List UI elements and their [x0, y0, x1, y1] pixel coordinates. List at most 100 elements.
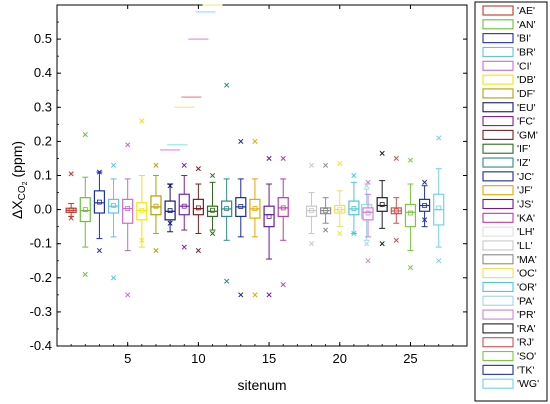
x-tick-label: 20 [333, 351, 347, 366]
outlier [280, 155, 286, 162]
legend-item: 'DB' [482, 74, 536, 86]
box-js [263, 155, 275, 298]
box-body [192, 198, 204, 216]
legend-label: 'EU' [517, 102, 536, 114]
box-mean [351, 206, 357, 211]
outlier [379, 150, 385, 156]
outlier [407, 265, 414, 271]
y-axis-title-unit: (ppm) [9, 141, 25, 181]
outlier [209, 172, 216, 179]
box-ci [122, 142, 134, 298]
legend-swatch [482, 143, 514, 154]
legend-swatch [482, 129, 514, 140]
series-marks [65, 4, 445, 298]
box-body [79, 197, 91, 223]
outlier [195, 166, 201, 172]
legend-swatch [482, 226, 514, 237]
outlier [153, 247, 159, 254]
legend-item: 'AN' [482, 19, 536, 31]
legend-swatch [482, 309, 514, 320]
box-body [93, 190, 106, 214]
y-axis: -0.4 -0.3 -0.2 -0.1 0.0 0.1 0.2 0.3 0.4 0.5 [30, 4, 467, 353]
legend-item: 'KA' [482, 212, 535, 224]
outlier [238, 138, 244, 144]
outlier [266, 292, 272, 298]
x-tick-label: 15 [262, 351, 276, 366]
box-br [107, 162, 120, 281]
box-an [79, 132, 91, 277]
box-mean [97, 199, 102, 205]
box-body [136, 202, 148, 221]
box-body [362, 207, 374, 221]
outlier [436, 258, 442, 264]
legend-label: 'RJ' [517, 337, 534, 349]
legend-item: 'RA' [482, 323, 536, 335]
y-axis-title-main: ΔX [9, 200, 25, 219]
legend-item: 'DF' [482, 88, 535, 100]
legend-item: 'IF' [482, 143, 530, 155]
y-axis-title-sub: CO [17, 185, 28, 200]
legend-label: 'AN' [517, 19, 536, 31]
legend-swatch [482, 240, 514, 251]
box-bi [93, 169, 106, 254]
legend-swatch [482, 295, 514, 306]
legend-swatch [482, 5, 514, 16]
x-tick-label: 5 [124, 351, 131, 366]
legend-item: 'PA' [482, 295, 534, 307]
legend-item: 'OC' [482, 268, 537, 280]
box-mean [309, 208, 314, 214]
outlier [364, 183, 370, 189]
legend-label: 'PR' [517, 309, 536, 321]
outlier [181, 244, 187, 250]
legend-item: 'GM' [482, 129, 538, 141]
box-body [164, 200, 176, 221]
outlier [351, 230, 357, 237]
outlier [351, 172, 357, 179]
y-tick-label: -0.1 [30, 236, 52, 251]
outlier [436, 135, 442, 141]
legend-item: 'JF' [482, 185, 533, 197]
outlier [125, 292, 131, 298]
box-mean [181, 203, 187, 209]
outlier [125, 142, 131, 148]
legend-swatch [482, 102, 514, 113]
outlier [82, 132, 88, 138]
y-tick-label: 0.0 [34, 202, 52, 217]
outlier [323, 227, 329, 233]
legend-item: 'WG' [482, 378, 539, 390]
y-tick-label: 0.4 [34, 65, 52, 80]
box-body [122, 198, 134, 224]
outlier [252, 138, 258, 144]
legend-swatch [482, 323, 514, 334]
legend-label: 'OR' [517, 281, 537, 293]
legend-swatch [482, 281, 514, 292]
plot-frame [56, 4, 468, 347]
box-mean [153, 203, 159, 209]
legend-label: 'OC' [517, 268, 537, 280]
box-fc [178, 162, 190, 250]
box-mean [252, 206, 258, 211]
outlier [68, 215, 74, 221]
legend-label: 'RA' [517, 323, 536, 335]
box-or [348, 172, 360, 237]
box-body [150, 195, 162, 216]
outlier [407, 157, 414, 163]
legend-swatch [482, 157, 514, 168]
outlier [96, 247, 102, 254]
box-ll [305, 162, 318, 247]
legend-item: 'BI' [482, 33, 531, 45]
box-df [150, 162, 162, 254]
legend-swatch [482, 33, 514, 44]
outlier [422, 179, 428, 185]
legend-label: 'IZ' [517, 157, 530, 169]
y-axis-title: ΔXCO2 (ppm) [9, 141, 29, 219]
outlier [110, 275, 117, 281]
outlier [365, 258, 371, 264]
y-tick-label: 0.5 [34, 31, 52, 46]
box-jf [249, 138, 261, 298]
box-pr [362, 179, 374, 264]
legend-label: 'AE' [517, 5, 535, 17]
outlier [393, 237, 399, 243]
box-ae [65, 171, 77, 221]
